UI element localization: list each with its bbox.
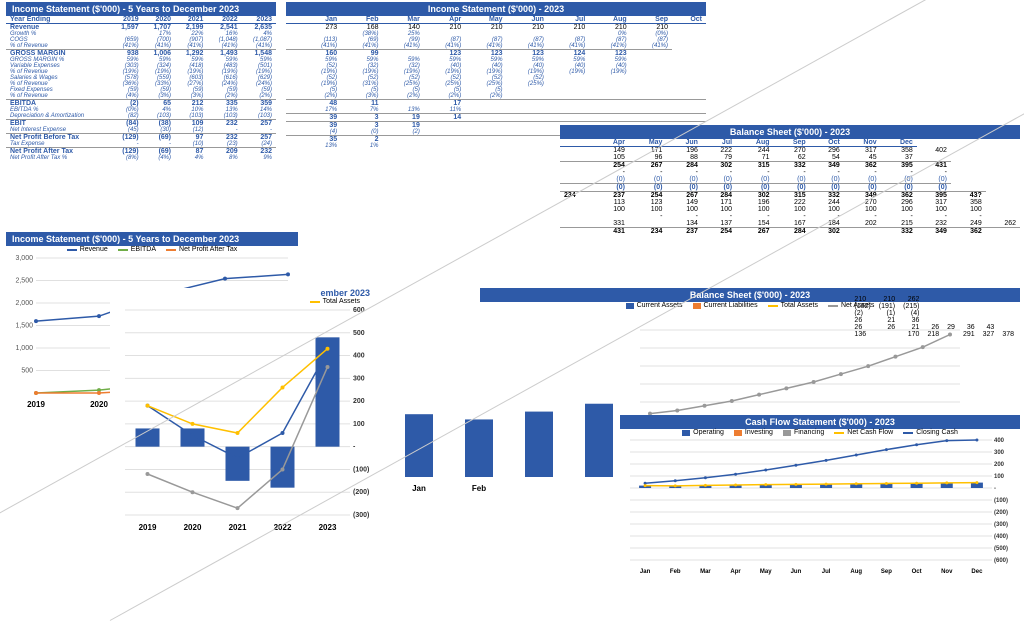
svg-text:Dec: Dec — [971, 569, 983, 575]
balance-top-panel: Balance Sheet ($'000) - 2023 AprMayJunJu… — [560, 125, 1020, 235]
income-5yr-chart-title: Income Statement ($'000) - 5 Years to De… — [6, 232, 298, 246]
balance-top-table: AprMayJunJulAugSepOctNovDec1491711962222… — [560, 139, 1020, 235]
svg-text:Jan: Jan — [412, 484, 426, 493]
svg-text:(100): (100) — [994, 498, 1008, 504]
svg-text:2,000: 2,000 — [15, 300, 33, 307]
svg-text:Sep: Sep — [881, 569, 892, 575]
balance-5yr-legend: Total Assets — [110, 298, 380, 305]
svg-text:2019: 2019 — [139, 523, 157, 532]
balance-5yr-chart: (300) (200) (100) - 100 200 300 400 500 600 2019 20… — [110, 305, 380, 535]
svg-text:2,500: 2,500 — [15, 278, 33, 285]
svg-text:100: 100 — [994, 474, 1005, 480]
svg-text:(100): (100) — [353, 466, 369, 473]
svg-text:500: 500 — [21, 368, 33, 375]
svg-text:Aug: Aug — [850, 569, 862, 575]
svg-text:600: 600 — [353, 307, 365, 314]
cashflow-chart: (600) (500) (400) (300) (200) (100) - 100 200 300… — [620, 436, 1020, 576]
income-monthly-title: Income Statement ($'000) - 2023 — [286, 2, 706, 16]
svg-text:(300): (300) — [353, 512, 369, 519]
svg-text:400: 400 — [994, 438, 1005, 444]
svg-text:2023: 2023 — [319, 523, 337, 532]
svg-text:(300): (300) — [994, 522, 1008, 528]
svg-text:Oct: Oct — [912, 569, 922, 575]
svg-text:200: 200 — [994, 462, 1005, 468]
svg-text:Nov: Nov — [941, 569, 953, 575]
cashflow-panel: Cash Flow Statement ($'000) - 2023 Opera… — [620, 415, 1020, 578]
svg-text:Apr: Apr — [730, 569, 741, 575]
svg-text:300: 300 — [994, 450, 1005, 456]
balance-5yr-title-suffix: ember 2023 — [110, 288, 380, 298]
svg-text:200: 200 — [353, 398, 365, 405]
balance-5yr-chart-panel: ember 2023 Total Assets (300) (200) (100) -… — [110, 288, 380, 537]
svg-text:-: - — [994, 486, 996, 492]
income-5yr-panel: Income Statement ($'000) - 5 Years to De… — [6, 2, 276, 161]
income-5yr-title: Income Statement ($'000) - 5 Years to De… — [6, 2, 276, 16]
svg-text:100: 100 — [353, 421, 365, 428]
svg-text:(200): (200) — [353, 489, 369, 496]
svg-text:-: - — [353, 444, 356, 451]
svg-text:300: 300 — [353, 375, 365, 382]
svg-text:(400): (400) — [994, 534, 1008, 540]
svg-text:3,000: 3,000 — [15, 255, 33, 262]
balance-chart-panel: Balance Sheet ($'000) - 2023 Current Ass… — [480, 288, 1020, 309]
svg-text:(600): (600) — [994, 558, 1008, 564]
svg-text:Feb: Feb — [670, 569, 681, 575]
svg-text:Jul: Jul — [822, 569, 831, 575]
svg-text:2020: 2020 — [184, 523, 202, 532]
svg-text:2020: 2020 — [90, 400, 108, 409]
svg-text:400: 400 — [353, 353, 365, 360]
svg-text:(500): (500) — [994, 546, 1008, 552]
svg-text:(200): (200) — [994, 510, 1008, 516]
balance-monthly-chart: Jan Feb — [380, 315, 640, 495]
svg-text:2022: 2022 — [274, 523, 292, 532]
svg-text:2019: 2019 — [27, 400, 45, 409]
svg-text:1,000: 1,000 — [15, 345, 33, 352]
income-5yr-table: Year Ending20192020202120222023Revenue1,… — [6, 16, 276, 161]
income-5yr-legend: RevenueEBITDANet Profit After Tax — [6, 246, 298, 253]
svg-text:Mar: Mar — [700, 569, 711, 575]
balance-top-title: Balance Sheet ($'000) - 2023 — [560, 125, 1020, 139]
svg-text:Feb: Feb — [472, 484, 486, 493]
svg-text:May: May — [760, 569, 772, 575]
cashflow-legend: OperatingInvestingFinancingNet Cash Flow… — [620, 429, 1020, 436]
svg-text:500: 500 — [353, 330, 365, 337]
svg-text:1,500: 1,500 — [15, 323, 33, 330]
svg-text:Jun: Jun — [791, 569, 802, 575]
svg-text:Jan: Jan — [640, 569, 651, 575]
cashflow-title: Cash Flow Statement ($'000) - 2023 — [620, 415, 1020, 429]
svg-text:2021: 2021 — [229, 523, 247, 532]
